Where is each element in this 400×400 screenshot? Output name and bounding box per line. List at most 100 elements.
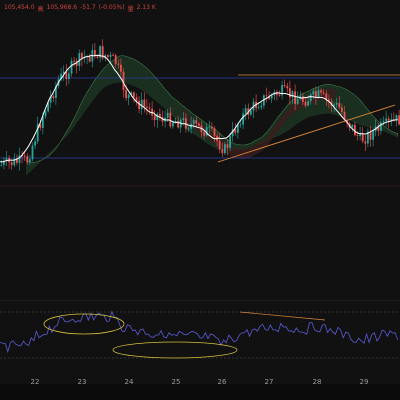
- candle-body: [367, 131, 369, 144]
- price-chart-canvas[interactable]: [0, 0, 400, 300]
- candle-body: [372, 131, 374, 140]
- candle-body: [153, 115, 156, 120]
- candle-body: [114, 55, 117, 64]
- candle-body: [42, 116, 44, 128]
- candle-body: [73, 60, 75, 62]
- rsi-highlight-ellipse: [43, 313, 125, 335]
- candle-body: [36, 124, 39, 142]
- candle-body: [60, 73, 62, 80]
- candle-body: [398, 115, 400, 125]
- rsi-line: [0, 310, 399, 353]
- candle-body: [315, 91, 317, 98]
- candle-body: [361, 133, 364, 142]
- candle-body: [369, 131, 372, 140]
- ascending-trendline: [217, 104, 396, 163]
- time-axis-tick-label: 28: [313, 378, 322, 386]
- candle-body: [0, 164, 3, 166]
- candle-body: [44, 111, 47, 117]
- candle-body: [166, 112, 169, 118]
- candle-body: [211, 126, 213, 129]
- candle-body: [112, 54, 114, 56]
- candle-body: [31, 145, 34, 160]
- baseline-line: [0, 54, 398, 163]
- candle-body: [140, 99, 143, 110]
- candle-body: [117, 63, 120, 65]
- candle-body: [52, 96, 55, 99]
- candle-body: [317, 90, 320, 98]
- candle-body: [198, 123, 200, 126]
- candle-body: [221, 149, 224, 154]
- candle-body: [107, 55, 109, 57]
- candle-body: [62, 71, 65, 74]
- candle-body: [231, 129, 234, 137]
- candle-body: [322, 92, 325, 94]
- candle-body: [39, 124, 42, 128]
- time-axis-tick-label: 24: [125, 378, 134, 386]
- candle-body: [187, 128, 190, 130]
- candle-body: [380, 122, 382, 131]
- candle-body: [172, 122, 174, 127]
- candle-body: [226, 144, 229, 148]
- candle-body: [75, 61, 78, 66]
- candle-body: [208, 126, 211, 128]
- candle-body: [242, 113, 244, 125]
- candle-body: [174, 120, 177, 123]
- candle-body: [88, 56, 91, 62]
- candle-body: [16, 158, 18, 163]
- candle-body: [244, 108, 247, 114]
- candle-body: [99, 46, 101, 58]
- legend-open-value: 105,454.0: [4, 4, 35, 11]
- candle-body: [304, 101, 307, 106]
- candle-body: [146, 106, 148, 108]
- candle-body: [94, 50, 96, 57]
- time-axis-canvas[interactable]: 22 23 24 25 26 27 28 29: [0, 375, 400, 387]
- candle-body: [239, 124, 242, 126]
- candle-body: [385, 118, 387, 122]
- candle-body: [224, 144, 226, 154]
- candle-body: [270, 95, 273, 99]
- time-axis[interactable]: 22 23 24 25 26 27 28 29: [0, 372, 400, 387]
- legend-volume-label: 量: [127, 6, 134, 13]
- candle-body: [127, 94, 130, 99]
- rsi-highlight-ellipse: [112, 341, 238, 359]
- candle-body: [156, 113, 159, 120]
- candle-body: [296, 98, 299, 104]
- candle-body: [151, 108, 153, 116]
- pane-separator[interactable]: [0, 300, 400, 301]
- candle-body: [356, 135, 359, 136]
- candle-body: [65, 71, 68, 80]
- time-axis-tick-label: 25: [172, 378, 181, 386]
- rsi-indicator-canvas[interactable]: [0, 300, 400, 372]
- candle-body: [320, 90, 322, 93]
- price-chart-pane[interactable]: 105,454.0 高 105,968.6 -51.7 (-0.05%) 量 2…: [0, 0, 400, 300]
- candle-body: [250, 110, 252, 115]
- candle-body: [364, 141, 367, 144]
- time-axis-tick-label: 22: [31, 378, 40, 386]
- time-axis-tick-label: 29: [360, 378, 369, 386]
- candle-body: [229, 136, 231, 148]
- candle-body: [125, 90, 127, 99]
- candle-body: [182, 118, 185, 120]
- candle-body: [169, 112, 172, 127]
- time-axis-tick-label: 23: [78, 378, 87, 386]
- candle-body: [205, 127, 208, 136]
- candle-body: [203, 132, 205, 136]
- candle-body: [237, 124, 239, 133]
- candle-body: [120, 64, 122, 72]
- time-axis-tick-label: 26: [218, 378, 227, 386]
- candle-body: [143, 99, 146, 107]
- candle-body: [257, 107, 260, 109]
- candle-body: [343, 111, 346, 120]
- candle-body: [294, 91, 296, 104]
- candle-body: [13, 158, 16, 166]
- candle-body: [333, 104, 335, 106]
- candle-body: [325, 93, 328, 100]
- candle-body: [23, 155, 26, 157]
- rsi-indicator-pane[interactable]: [0, 300, 400, 372]
- candle-body: [34, 141, 36, 146]
- candle-body: [341, 107, 343, 112]
- legend-change-value: -51.7: [80, 4, 96, 11]
- ichimoku-cloud: [26, 55, 398, 176]
- candle-body: [96, 56, 99, 58]
